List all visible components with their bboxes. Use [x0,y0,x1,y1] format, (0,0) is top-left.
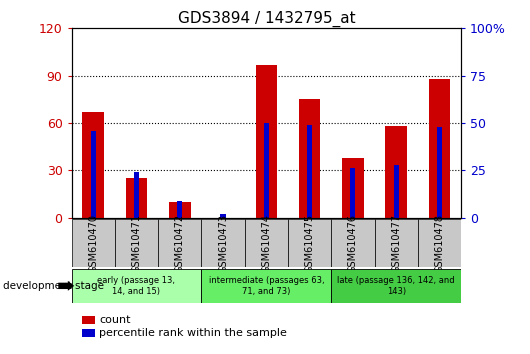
Bar [115,219,158,267]
Bar [264,123,269,218]
Bar [418,219,461,267]
Bar [299,99,321,218]
Bar [385,126,407,218]
Bar [307,125,312,218]
Bar [126,178,147,218]
Title: GDS3894 / 1432795_at: GDS3894 / 1432795_at [178,11,355,27]
Bar [288,219,331,267]
Bar [72,219,115,267]
Text: GSM610478: GSM610478 [435,214,445,273]
Text: GSM610472: GSM610472 [175,214,185,273]
Text: count: count [99,315,130,325]
Bar [342,158,364,218]
Bar [72,269,201,303]
Bar [201,219,245,267]
Bar [134,172,139,218]
Text: late (passage 136, 142, and
143): late (passage 136, 142, and 143) [338,276,455,296]
Text: early (passage 13,
14, and 15): early (passage 13, 14, and 15) [98,276,175,296]
Text: intermediate (passages 63,
71, and 73): intermediate (passages 63, 71, and 73) [208,276,324,296]
Text: GSM610476: GSM610476 [348,214,358,273]
Text: GSM610475: GSM610475 [305,214,315,273]
Bar [201,269,331,303]
Bar [82,112,104,218]
Bar [245,219,288,267]
Bar [375,219,418,267]
Text: GSM610477: GSM610477 [391,214,401,273]
Bar [331,269,461,303]
Bar [394,165,399,218]
Text: percentile rank within the sample: percentile rank within the sample [99,328,287,338]
Bar [429,79,450,218]
Bar [91,131,96,218]
Bar [158,219,201,267]
Text: GSM610474: GSM610474 [261,214,271,273]
Text: GSM610471: GSM610471 [131,214,142,273]
Bar [350,169,356,218]
Bar [220,214,226,218]
Text: development stage: development stage [3,281,104,291]
Bar [437,127,442,218]
Text: GSM610470: GSM610470 [88,214,98,273]
Bar [177,201,182,218]
Bar [169,202,191,218]
Text: GSM610473: GSM610473 [218,214,228,273]
Bar [331,219,375,267]
Bar [255,65,277,218]
